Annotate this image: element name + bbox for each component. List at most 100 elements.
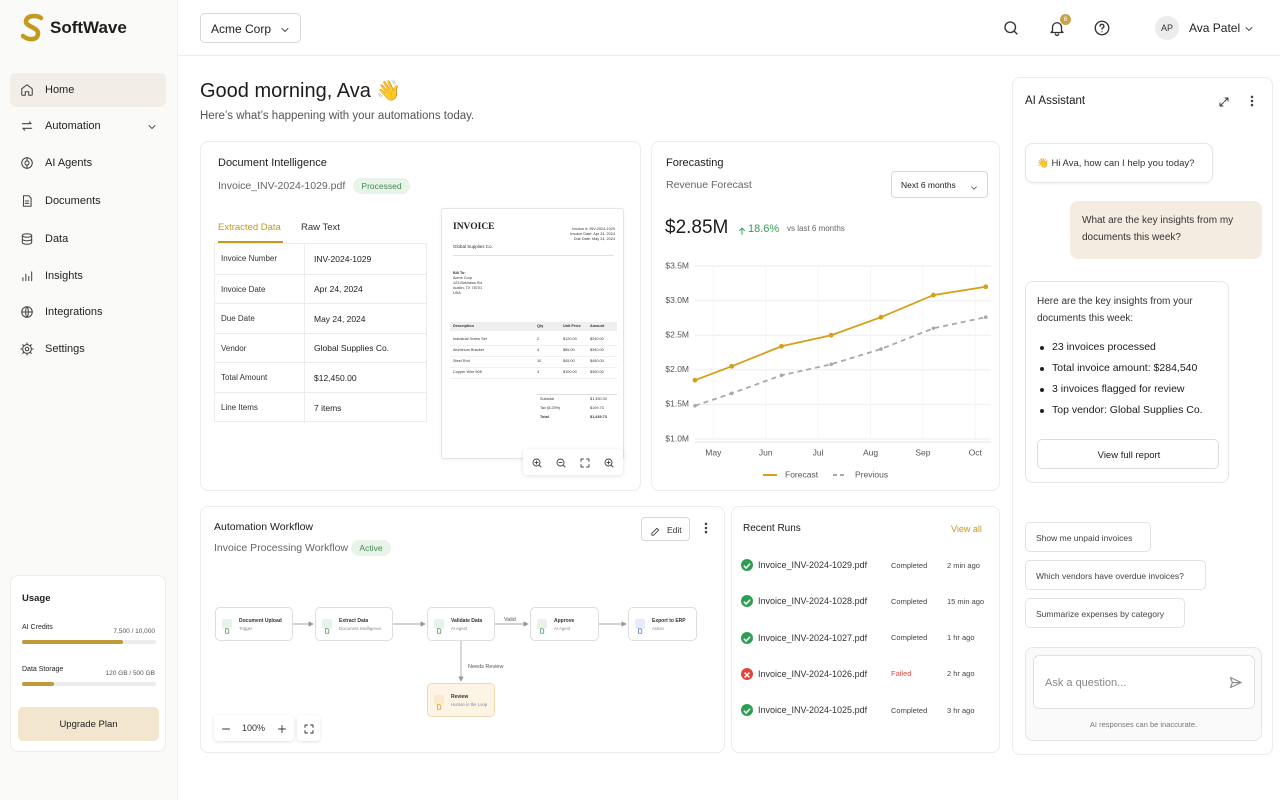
y-tick-label: $3.0M <box>665 295 689 305</box>
fields-table: Invoice Number INV-2024-1029 Invoice Date A… <box>214 243 427 423</box>
workflow-node[interactable]: Extract Data Document Intelligence <box>315 607 393 641</box>
search-button[interactable] <box>1002 19 1020 37</box>
nav-item[interactable]: Insights <box>10 259 166 293</box>
preview-tool[interactable] <box>531 456 543 468</box>
card-title: Forecasting <box>666 157 724 169</box>
nav-item[interactable]: Automation <box>10 109 166 143</box>
invoice-bill-to: USA <box>453 291 461 296</box>
workflow-node[interactable]: Document Upload Trigger <box>215 607 293 641</box>
report-button[interactable]: View full report <box>1037 439 1219 469</box>
notifications-button[interactable] <box>1048 19 1066 37</box>
expand-button[interactable] <box>1218 95 1230 107</box>
workflow-node[interactable]: Export to ERP Action <box>628 607 697 641</box>
tab[interactable]: Raw Text <box>301 221 340 233</box>
suggestion-text: Show me unpaid invoices <box>1036 532 1133 543</box>
forecast-chart: $1.0M $1.5M $2.0M $2.5M $3.0M $3.5M May Jun Jul A… <box>665 260 991 479</box>
icon-shape <box>743 636 751 642</box>
send-button[interactable] <box>1228 675 1243 690</box>
edit-icon <box>650 524 661 536</box>
brand-name: SoftWave <box>50 18 127 37</box>
field-key: Line Items <box>221 403 258 412</box>
status-badge: Processed <box>353 178 410 194</box>
org-name: Acme Corp <box>211 22 272 36</box>
panel-title: AI Assistant <box>1025 94 1086 107</box>
preview-tool[interactable] <box>555 456 567 468</box>
node-icon <box>434 619 444 634</box>
run-time: 2 min ago <box>947 560 980 570</box>
range-select[interactable]: Next 6 months <box>891 171 988 198</box>
more-button[interactable] <box>1245 94 1259 108</box>
nav-item[interactable]: AI Agents <box>10 146 166 180</box>
workflow-node[interactable]: Approve AI Agent <box>530 607 599 641</box>
icon-shape <box>743 636 751 642</box>
org-select[interactable]: Acme Corp <box>200 13 301 43</box>
run-file[interactable]: Invoice_INV-2024-1027.pdf <box>758 632 868 643</box>
card-title: Recent Runs <box>743 523 801 534</box>
run-file[interactable]: Invoice_INV-2024-1025.pdf <box>758 705 868 716</box>
icon-shape <box>651 527 660 536</box>
run-file[interactable]: Invoice_INV-2024-1029.pdf <box>758 560 868 570</box>
series-point <box>930 292 936 298</box>
workflow-node[interactable]: Review Human in the Loop <box>427 683 495 717</box>
view-all-link[interactable]: View all <box>951 524 982 534</box>
user-chevron[interactable] <box>1243 22 1255 34</box>
suggestion-chip[interactable]: Which vendors have overdue invoices? <box>1025 560 1206 590</box>
node-kind: AI Agent <box>451 625 468 631</box>
invoice-column: Amount <box>590 323 605 328</box>
invoice-total-rule <box>537 394 617 395</box>
more-button[interactable] <box>699 521 713 535</box>
field-key: Total Amount <box>221 373 268 383</box>
invoice-column: Description <box>453 323 474 328</box>
answer-point: 23 invoices processed <box>1052 340 1156 353</box>
invoice-total-label: Subtotal <box>540 397 554 402</box>
user-name[interactable]: Ava Patel <box>1189 21 1241 35</box>
question-input[interactable]: Ask a question... <box>1033 655 1255 709</box>
x-tick-label: Sep <box>915 447 930 457</box>
icon-shape <box>704 526 708 530</box>
forecast-card: Forecasting Revenue Forecast Next 6 months… <box>651 141 1000 491</box>
zoom-in[interactable] <box>276 722 288 734</box>
icon-shape <box>540 628 545 634</box>
avatar[interactable]: AP <box>1155 16 1179 40</box>
invoice-row-rule <box>450 356 617 357</box>
invoice-total-value: $109.73 <box>590 406 604 411</box>
preview-tool[interactable] <box>579 456 591 468</box>
nav-item[interactable]: Integrations <box>10 295 166 329</box>
nav-item[interactable]: Settings <box>10 332 166 366</box>
icon-shape <box>437 628 442 634</box>
invoice-bill-to: Bill To: <box>453 271 466 276</box>
nav-item[interactable]: Data <box>10 222 166 256</box>
usage-label: Data Storage <box>22 666 64 673</box>
suggestion-chip[interactable]: Show me unpaid invoices <box>1025 522 1151 552</box>
workflow-node[interactable]: Validate Data AI Agent <box>427 607 495 641</box>
upgrade-button[interactable]: Upgrade Plan <box>18 707 159 741</box>
nav-item[interactable]: Documents <box>10 184 166 218</box>
bullet <box>1040 366 1044 371</box>
icon-shape <box>437 704 442 710</box>
series-point <box>879 347 883 351</box>
invoice-table-head <box>450 322 617 331</box>
zoom-out[interactable] <box>220 722 232 734</box>
fit-button[interactable] <box>297 715 320 741</box>
edit-button[interactable]: Edit <box>641 517 690 541</box>
tab-active[interactable]: Extracted Data <box>218 221 281 233</box>
run-file[interactable]: Invoice_INV-2024-1028.pdf <box>758 596 868 607</box>
x-tick-label: Oct <box>969 447 983 457</box>
nav-item[interactable]: Home <box>10 73 166 107</box>
help-button[interactable] <box>1093 19 1111 37</box>
node-label: Review <box>451 694 469 700</box>
suggestion-chip[interactable]: Summarize expenses by category <box>1025 598 1185 628</box>
series-point <box>983 284 989 290</box>
icon-shape <box>222 728 230 730</box>
run-time: 1 hr ago <box>947 633 975 643</box>
node-icon <box>322 619 332 634</box>
run-file[interactable]: Invoice_INV-2024-1026.pdf <box>758 668 868 679</box>
run-status-icon <box>741 704 753 717</box>
suggestion-text: Summarize expenses by category <box>1036 608 1165 619</box>
run-status-icon <box>741 595 753 608</box>
series-point <box>878 314 884 320</box>
invoice-row-rule <box>450 378 617 379</box>
preview-tool[interactable] <box>603 456 615 468</box>
icon-shape <box>21 121 33 131</box>
invoice-total-value: $1,439.73 <box>590 415 607 420</box>
